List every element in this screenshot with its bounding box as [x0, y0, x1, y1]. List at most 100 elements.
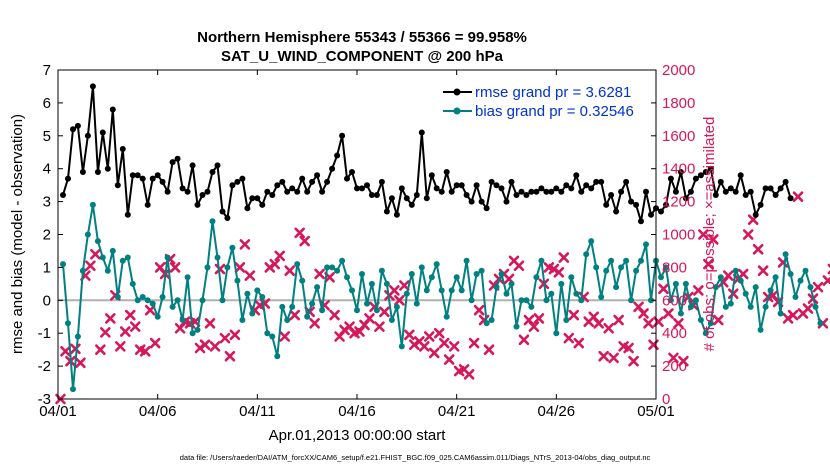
bias-point	[299, 277, 306, 284]
bias-point	[279, 303, 286, 310]
rmse-point	[174, 155, 181, 162]
bias-point	[573, 290, 580, 297]
bias-point	[643, 241, 649, 248]
bias-point	[697, 317, 704, 323]
rmse-point	[593, 178, 600, 185]
y-tick-label-left: 4	[43, 161, 51, 178]
bias-point	[533, 274, 540, 281]
rmse-point	[757, 201, 764, 208]
obs-assimilated-marker	[603, 322, 614, 334]
bias-point	[752, 284, 759, 291]
bias-point	[174, 297, 181, 304]
bias-point	[304, 313, 311, 320]
rmse-point	[727, 185, 734, 192]
obs-assimilated-marker	[563, 332, 575, 344]
bias-point	[563, 317, 570, 323]
rmse-point	[697, 172, 704, 179]
bias-point	[319, 307, 326, 314]
bias-point	[767, 287, 774, 294]
obs-assimilated-marker	[199, 339, 211, 351]
rmse-point	[104, 165, 111, 172]
y-tick-label-left: -2	[38, 358, 51, 375]
rmse-point	[149, 175, 156, 182]
obs-assimilated-marker	[568, 309, 580, 321]
bias-point	[677, 310, 684, 317]
bias-point	[373, 307, 380, 314]
rmse-point	[378, 178, 385, 185]
rmse-point	[568, 185, 575, 192]
bias-point	[329, 264, 336, 271]
bias-point	[638, 257, 644, 264]
rmse-point	[493, 182, 500, 189]
bias-point	[104, 267, 111, 274]
rmse-point	[214, 162, 221, 169]
rmse-point	[463, 192, 470, 198]
obs-assimilated-marker	[274, 250, 286, 262]
obs-assimilated-marker	[483, 344, 495, 355]
bias-point	[398, 343, 405, 350]
obs-assimilated-marker	[95, 344, 106, 355]
bias-point	[259, 294, 266, 300]
rmse-point	[239, 175, 246, 182]
obs-assimilated-marker	[394, 295, 405, 306]
rmse-point	[648, 211, 654, 218]
bias-point	[722, 303, 729, 310]
obs-assimilated-marker	[224, 350, 236, 362]
bias-point	[154, 313, 161, 320]
rmse-point	[672, 188, 679, 195]
obs-assimilated-marker	[149, 337, 161, 349]
rmse-point	[89, 83, 96, 90]
y-tick-label-left: 5	[43, 128, 51, 145]
obs-assimilated-marker	[628, 355, 639, 367]
bias-point	[538, 257, 545, 264]
obs-assimilated-marker	[822, 275, 830, 286]
bias-point	[777, 310, 784, 317]
rmse-point	[199, 192, 206, 198]
obs-assimilated-marker	[423, 331, 435, 342]
obs-assimilated-marker	[638, 308, 649, 319]
y-tick-label-right: 1800	[662, 95, 695, 112]
bias-point	[229, 244, 236, 251]
y-tick-label-right: 600	[662, 292, 687, 309]
rmse-point	[732, 188, 739, 195]
rmse-point	[408, 201, 415, 208]
rmse-point	[498, 185, 505, 192]
bias-point	[692, 297, 699, 304]
x-axis-label: Apr.01,2013 00:00:00 start	[269, 427, 447, 444]
bias-point	[179, 317, 186, 323]
y-tick-label-left: 3	[43, 194, 51, 211]
bias-point	[324, 264, 331, 271]
obs-assimilated-marker	[792, 191, 804, 202]
bias-point	[603, 267, 610, 274]
rmse-point	[393, 211, 400, 218]
bias-point	[553, 330, 560, 337]
rmse-point	[373, 192, 380, 198]
obs-assimilated-marker	[663, 308, 674, 319]
bias-point	[712, 284, 719, 291]
bias-point	[797, 277, 804, 284]
rmse-point	[109, 106, 116, 113]
rmse-point	[274, 182, 281, 189]
obs-assimilated-marker	[289, 309, 301, 321]
rmse-point	[578, 188, 585, 195]
rmse-point	[543, 188, 550, 195]
legend-bias-label: bias grand pr = 0.32546	[475, 103, 634, 120]
bias-point	[428, 274, 435, 281]
rmse-point	[787, 195, 794, 202]
bias-point	[578, 297, 585, 304]
obs-assimilated-marker	[787, 309, 799, 321]
y-tick-label-right: 400	[662, 325, 687, 342]
bias-point	[717, 274, 724, 281]
obs-assimilated-marker	[124, 309, 136, 321]
bias-point	[463, 257, 470, 264]
obs-assimilated-marker	[433, 327, 445, 339]
obs-assimilated-marker	[374, 321, 385, 332]
bias-point	[583, 251, 590, 258]
obs-assimilated-marker	[239, 239, 251, 250]
bias-point	[762, 303, 769, 310]
rmse-point	[478, 198, 485, 205]
rmse-point	[618, 188, 625, 195]
rmse-point	[623, 178, 630, 185]
bias-point	[109, 247, 116, 254]
